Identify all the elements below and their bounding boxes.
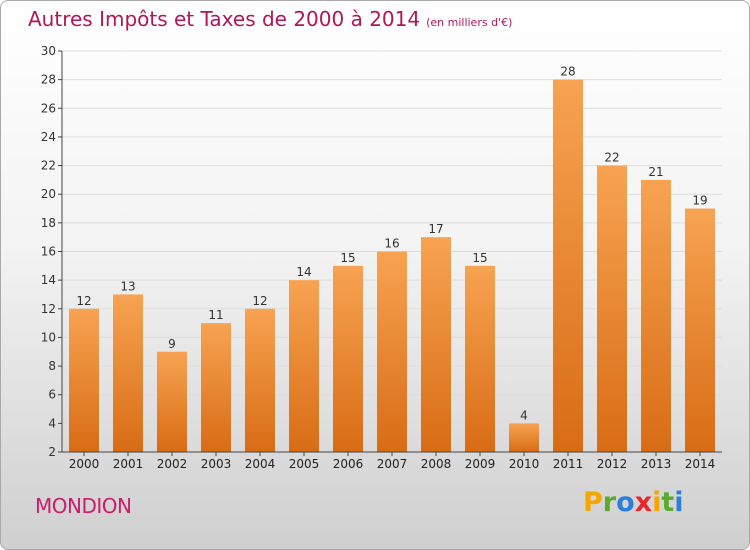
y-tick-label: 20 [41,187,56,201]
x-tick-label: 2001 [113,457,144,471]
x-tick-label: 2005 [289,457,320,471]
bar [69,308,99,452]
bar [641,179,671,452]
x-tick-label: 2007 [377,457,408,471]
data-label: 13 [120,279,135,293]
chart-title-block: Autres Impôts et Taxes de 2000 à 2014 (en… [28,7,512,31]
x-tick-label: 2002 [157,457,188,471]
y-tick-label: 2 [48,445,56,459]
y-tick-label: 6 [48,388,56,402]
logo-letter: x [634,487,653,518]
logo-letter: t [661,487,675,518]
x-tick-label: 2013 [641,457,672,471]
data-label: 28 [560,65,575,79]
chart-title: Autres Impôts et Taxes de 2000 à 2014 [28,7,421,31]
y-tick-label: 30 [41,44,56,58]
y-tick-label: 10 [41,330,56,344]
commune-name: MONDION [35,494,132,518]
data-label: 11 [208,308,223,322]
logo-letter: o [616,487,635,518]
bar [333,265,363,452]
bar [201,323,231,452]
x-tick-label: 2010 [509,457,540,471]
data-label: 15 [472,251,487,265]
data-label: 19 [692,194,707,208]
data-label: 17 [428,222,443,236]
bar [245,308,275,452]
y-tick-label: 18 [41,216,56,230]
bar [113,294,143,452]
x-tick-label: 2004 [245,457,276,471]
logo-letter: i [674,487,684,518]
y-tick-label: 12 [41,302,56,316]
x-tick-label: 2000 [69,457,100,471]
bar [685,208,715,452]
data-label: 9 [168,337,176,351]
x-tick-label: 2012 [597,457,628,471]
logo-letter: i [652,487,662,518]
x-tick-label: 2006 [333,457,364,471]
x-tick-label: 2008 [421,457,452,471]
data-label: 15 [340,251,355,265]
y-tick-label: 16 [41,245,56,259]
bar [377,251,407,452]
logo-letter: P [583,487,603,518]
y-tick-label: 26 [41,101,56,115]
x-tick-label: 2011 [553,457,584,471]
data-label: 21 [648,165,663,179]
y-tick-label: 14 [41,273,56,287]
proxiti-logo[interactable]: Proxiti [583,487,684,518]
y-tick-label: 8 [48,359,56,373]
y-tick-label: 22 [41,159,56,173]
chart-unit: (en milliers d'€) [426,16,513,29]
data-label: 22 [604,151,619,165]
data-label: 12 [76,294,91,308]
data-label: 12 [252,294,267,308]
bar [157,351,187,452]
data-label: 14 [296,265,311,279]
x-tick-label: 2003 [201,457,232,471]
logo-letter: r [602,487,617,518]
bar [553,79,583,453]
bar [289,280,319,452]
data-label: 4 [520,408,528,422]
bar [465,265,495,452]
x-tick-label: 2014 [685,457,716,471]
bar [509,423,539,452]
bar [597,165,627,453]
bar [421,237,451,452]
y-tick-label: 4 [48,416,56,430]
bars: 12 13 9 11 12 14 15 16 17 15 4 28 22 21 19 [69,65,715,453]
data-label: 16 [384,237,399,251]
y-tick-label: 28 [41,73,56,87]
x-tick-label: 2009 [465,457,496,471]
y-tick-label: 24 [41,130,56,144]
